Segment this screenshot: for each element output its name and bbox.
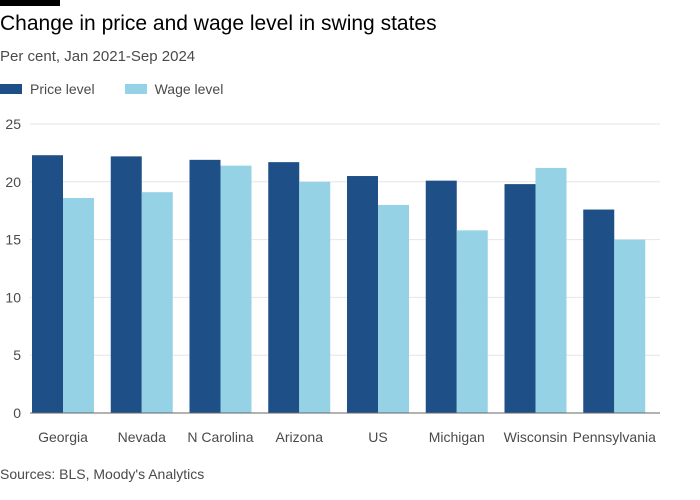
- bar-price-level: [189, 159, 221, 413]
- legend-label-price: Price level: [30, 81, 95, 97]
- x-tick-label: Wisconsin: [504, 429, 568, 445]
- x-tick-label: Nevada: [118, 429, 166, 445]
- legend-swatch-price: [0, 84, 22, 94]
- bar-wage-level: [220, 165, 252, 413]
- y-tick-label: 15: [5, 232, 21, 248]
- legend-swatch-wage: [124, 84, 147, 94]
- bar-wage-level: [63, 197, 94, 413]
- x-tick-label: US: [368, 429, 387, 445]
- chart-title: Change in price and wage level in swing …: [0, 12, 437, 35]
- legend: Price level Wage level: [0, 80, 253, 98]
- bar-wage-level: [614, 239, 646, 413]
- bar-price-level: [425, 180, 457, 413]
- bar-wage-level: [535, 167, 567, 413]
- y-tick-label: 10: [5, 289, 21, 305]
- y-tick-label: 5: [13, 347, 21, 363]
- x-tick-label: Michigan: [429, 429, 485, 445]
- y-tick-label: 20: [5, 174, 21, 190]
- bar-price-level: [583, 209, 615, 413]
- source-note: Sources: BLS, Moody's Analytics: [0, 466, 205, 482]
- brand-bar: [0, 0, 60, 6]
- x-tick-label: Georgia: [38, 429, 88, 445]
- y-tick-label: 25: [5, 116, 21, 132]
- legend-item-wage: Wage level: [124, 81, 224, 97]
- bar-price-level: [110, 156, 142, 414]
- bar-wage-level: [456, 230, 488, 413]
- bar-wage-level: [299, 181, 331, 413]
- bar-price-level: [32, 155, 63, 413]
- bar-price-level: [504, 184, 536, 413]
- legend-item-price: Price level: [0, 81, 95, 97]
- bar-price-level: [268, 162, 300, 413]
- bar-chart: 0 5 10 15 20 25 Georgia Nevada N Carolina Arizona…: [5, 116, 660, 445]
- y-tick-label: 0: [13, 405, 21, 421]
- bar-wage-level: [378, 204, 409, 413]
- bar-wage-level: [141, 192, 173, 413]
- bar-price-level: [347, 176, 378, 413]
- chart-subtitle: Per cent, Jan 2021-Sep 2024: [0, 48, 196, 65]
- legend-label-wage: Wage level: [154, 81, 224, 97]
- x-tick-label: N Carolina: [187, 429, 253, 445]
- x-tick-label: Arizona: [276, 429, 324, 445]
- x-tick-label: Pennsylvania: [573, 429, 656, 445]
